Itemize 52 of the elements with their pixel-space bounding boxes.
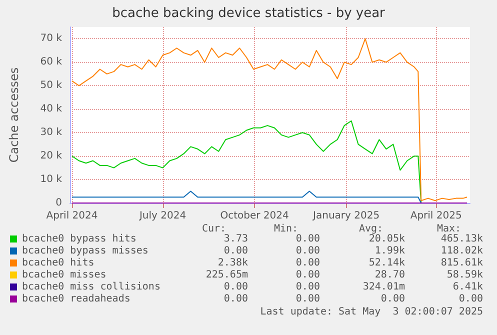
text: Cur: (202, 224, 226, 234)
legend-label: bcache0 bypass hits (22, 234, 136, 244)
legend-label: bcache0 hits (22, 258, 94, 268)
y-tick-label: 40 k (40, 104, 62, 115)
x-tick-label: April 2025 (410, 210, 462, 222)
text: 20.05k (368, 234, 405, 244)
y-tick-label: 60 k (40, 56, 62, 68)
text: 3.73 (224, 234, 248, 244)
text: 0.00 (296, 270, 320, 280)
text: 0.00 (224, 294, 248, 304)
chart-title: bcache backing device statistics - by year (112, 6, 386, 21)
text: 0.00 (296, 246, 320, 256)
text: 0.00 (296, 234, 320, 244)
text: 1.99k (374, 246, 405, 256)
text: 2.38k (218, 258, 248, 268)
y-tick-label: 70 k (40, 33, 62, 44)
legend-label: bcache0 miss collisions (22, 282, 160, 292)
y-tick-label: 50 k (40, 80, 62, 92)
text: 0.00 (296, 294, 320, 304)
y-tick-label: 0 (56, 198, 62, 208)
text: 0.00 (224, 246, 248, 256)
text: 815.61k (440, 258, 483, 268)
y-tick-label: 10 k (40, 174, 62, 186)
y-axis-title: Cache accesses (7, 67, 21, 163)
x-tick-label: January 2025 (312, 210, 380, 222)
text: 6.41k (452, 282, 483, 292)
legend-label: bcache0 misses (22, 270, 106, 280)
y-tick-label: 20 k (40, 150, 62, 162)
legend-label: bcache0 bypass misses (22, 246, 148, 256)
text: Avg: (359, 224, 384, 234)
text: 118.02k (440, 246, 483, 256)
x-tick-label: April 2024 (46, 210, 98, 222)
text: Min: (274, 224, 298, 234)
text: 0.00 (224, 282, 248, 292)
text: 0.00 (296, 258, 320, 268)
text: 28.70 (374, 270, 405, 280)
line-series (71, 38, 468, 202)
text: 0.00 (380, 294, 405, 304)
legend-label: bcache0 readaheads (22, 294, 130, 304)
text: 324.01m (362, 282, 405, 292)
x-tick-label: July 2024 (138, 210, 186, 222)
text: 0.00 (458, 294, 483, 304)
text: 225.65m (206, 270, 248, 280)
text: Last update: Sat May 3 02:00:07 2025 (260, 306, 484, 318)
text: Max: (437, 224, 462, 234)
line-series (71, 120, 422, 204)
text: 52.14k (368, 258, 405, 268)
y-tick-label: 30 k (40, 127, 62, 138)
text: 465.13k (440, 234, 483, 244)
text: 58.59k (446, 270, 483, 280)
text: 0.00 (296, 282, 320, 292)
x-tick-label: October 2024 (220, 210, 289, 222)
